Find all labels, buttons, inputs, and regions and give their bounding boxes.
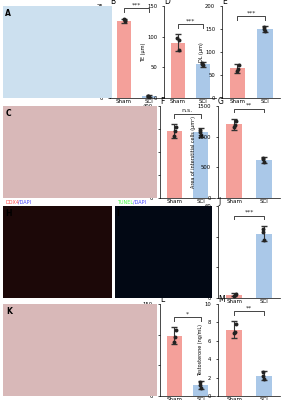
Point bbox=[172, 339, 176, 345]
Point bbox=[260, 369, 265, 375]
Text: ***: *** bbox=[132, 2, 141, 8]
Text: E: E bbox=[222, 0, 227, 6]
Point bbox=[262, 376, 267, 383]
Point bbox=[231, 330, 236, 337]
Point bbox=[197, 127, 202, 133]
Bar bbox=[142, 96, 156, 98]
Y-axis label: Area of interstitial cells (μm²): Area of interstitial cells (μm²) bbox=[191, 116, 196, 188]
Y-axis label: Testosterone (ng/mL): Testosterone (ng/mL) bbox=[198, 324, 203, 376]
Text: **: ** bbox=[246, 306, 252, 310]
Y-axis label: DT (μm): DT (μm) bbox=[136, 142, 142, 162]
Text: I: I bbox=[117, 209, 119, 218]
Point bbox=[260, 155, 265, 161]
Bar bbox=[226, 124, 242, 198]
Point bbox=[199, 385, 203, 391]
Point bbox=[262, 159, 267, 166]
Point bbox=[260, 372, 265, 379]
Text: H: H bbox=[5, 209, 12, 218]
Text: C: C bbox=[6, 109, 12, 118]
Point bbox=[199, 132, 203, 139]
Y-axis label: DL (μm): DL (μm) bbox=[199, 42, 204, 62]
Point bbox=[173, 124, 178, 130]
Y-axis label: TE (μm): TE (μm) bbox=[141, 42, 146, 62]
Point bbox=[201, 62, 205, 69]
Point bbox=[233, 328, 237, 335]
Bar bbox=[196, 64, 210, 98]
Point bbox=[200, 61, 204, 68]
Point bbox=[123, 18, 128, 25]
Point bbox=[260, 156, 265, 162]
Bar bbox=[226, 295, 242, 298]
Text: TUNEL: TUNEL bbox=[117, 200, 134, 205]
Bar bbox=[171, 43, 185, 98]
Point bbox=[261, 26, 266, 32]
Point bbox=[146, 93, 150, 99]
Text: L: L bbox=[160, 295, 164, 304]
Text: A: A bbox=[5, 9, 11, 18]
Point bbox=[173, 128, 177, 134]
Text: DDX4: DDX4 bbox=[6, 200, 20, 205]
Point bbox=[261, 24, 266, 30]
Point bbox=[121, 16, 126, 22]
Point bbox=[233, 118, 238, 124]
Text: /DAPI: /DAPI bbox=[133, 200, 146, 205]
Y-axis label: TUNEL-positive cells per tubule: TUNEL-positive cells per tubule bbox=[198, 214, 203, 290]
Point bbox=[200, 60, 204, 66]
Bar bbox=[193, 385, 208, 396]
Bar bbox=[193, 132, 208, 198]
Text: G: G bbox=[218, 97, 224, 106]
Point bbox=[147, 94, 152, 100]
Point bbox=[176, 36, 181, 43]
Point bbox=[175, 35, 180, 41]
Point bbox=[197, 128, 202, 135]
Bar bbox=[230, 68, 245, 98]
Point bbox=[172, 133, 176, 140]
Point bbox=[235, 68, 239, 74]
Bar bbox=[256, 160, 272, 198]
Bar bbox=[167, 336, 182, 396]
Point bbox=[233, 321, 238, 328]
Text: F: F bbox=[160, 97, 164, 106]
Y-axis label: Sperm count (10⁶/mL): Sperm count (10⁶/mL) bbox=[136, 323, 142, 377]
Text: ***: *** bbox=[186, 18, 195, 23]
Point bbox=[146, 92, 150, 99]
Point bbox=[237, 62, 241, 68]
Text: M: M bbox=[218, 295, 224, 304]
Point bbox=[173, 326, 178, 333]
Text: *: * bbox=[186, 311, 189, 316]
Point bbox=[123, 17, 127, 23]
Text: n.s.: n.s. bbox=[182, 108, 193, 113]
Point bbox=[233, 122, 237, 128]
Point bbox=[173, 333, 177, 340]
Point bbox=[262, 236, 267, 243]
Y-axis label: BBB score: BBB score bbox=[90, 40, 95, 64]
Text: J: J bbox=[218, 197, 220, 206]
Text: K: K bbox=[6, 307, 12, 316]
Point bbox=[260, 226, 265, 232]
Point bbox=[231, 124, 236, 131]
Point bbox=[197, 379, 202, 385]
Point bbox=[177, 47, 181, 53]
Text: ***: *** bbox=[244, 210, 254, 215]
Point bbox=[236, 65, 240, 72]
Point bbox=[233, 292, 237, 298]
Text: /DAPI: /DAPI bbox=[18, 200, 31, 205]
Text: D: D bbox=[164, 0, 170, 6]
Text: ***: *** bbox=[246, 10, 256, 15]
Point bbox=[260, 229, 265, 235]
Point bbox=[197, 382, 202, 388]
Bar bbox=[257, 29, 273, 98]
Bar bbox=[256, 234, 272, 298]
Bar bbox=[256, 376, 272, 396]
Point bbox=[231, 292, 236, 299]
Bar bbox=[167, 131, 182, 198]
Point bbox=[263, 28, 267, 34]
Point bbox=[233, 291, 238, 297]
Bar bbox=[117, 21, 131, 98]
Text: B: B bbox=[110, 0, 115, 6]
Bar bbox=[226, 330, 242, 396]
Text: **: ** bbox=[246, 103, 252, 108]
